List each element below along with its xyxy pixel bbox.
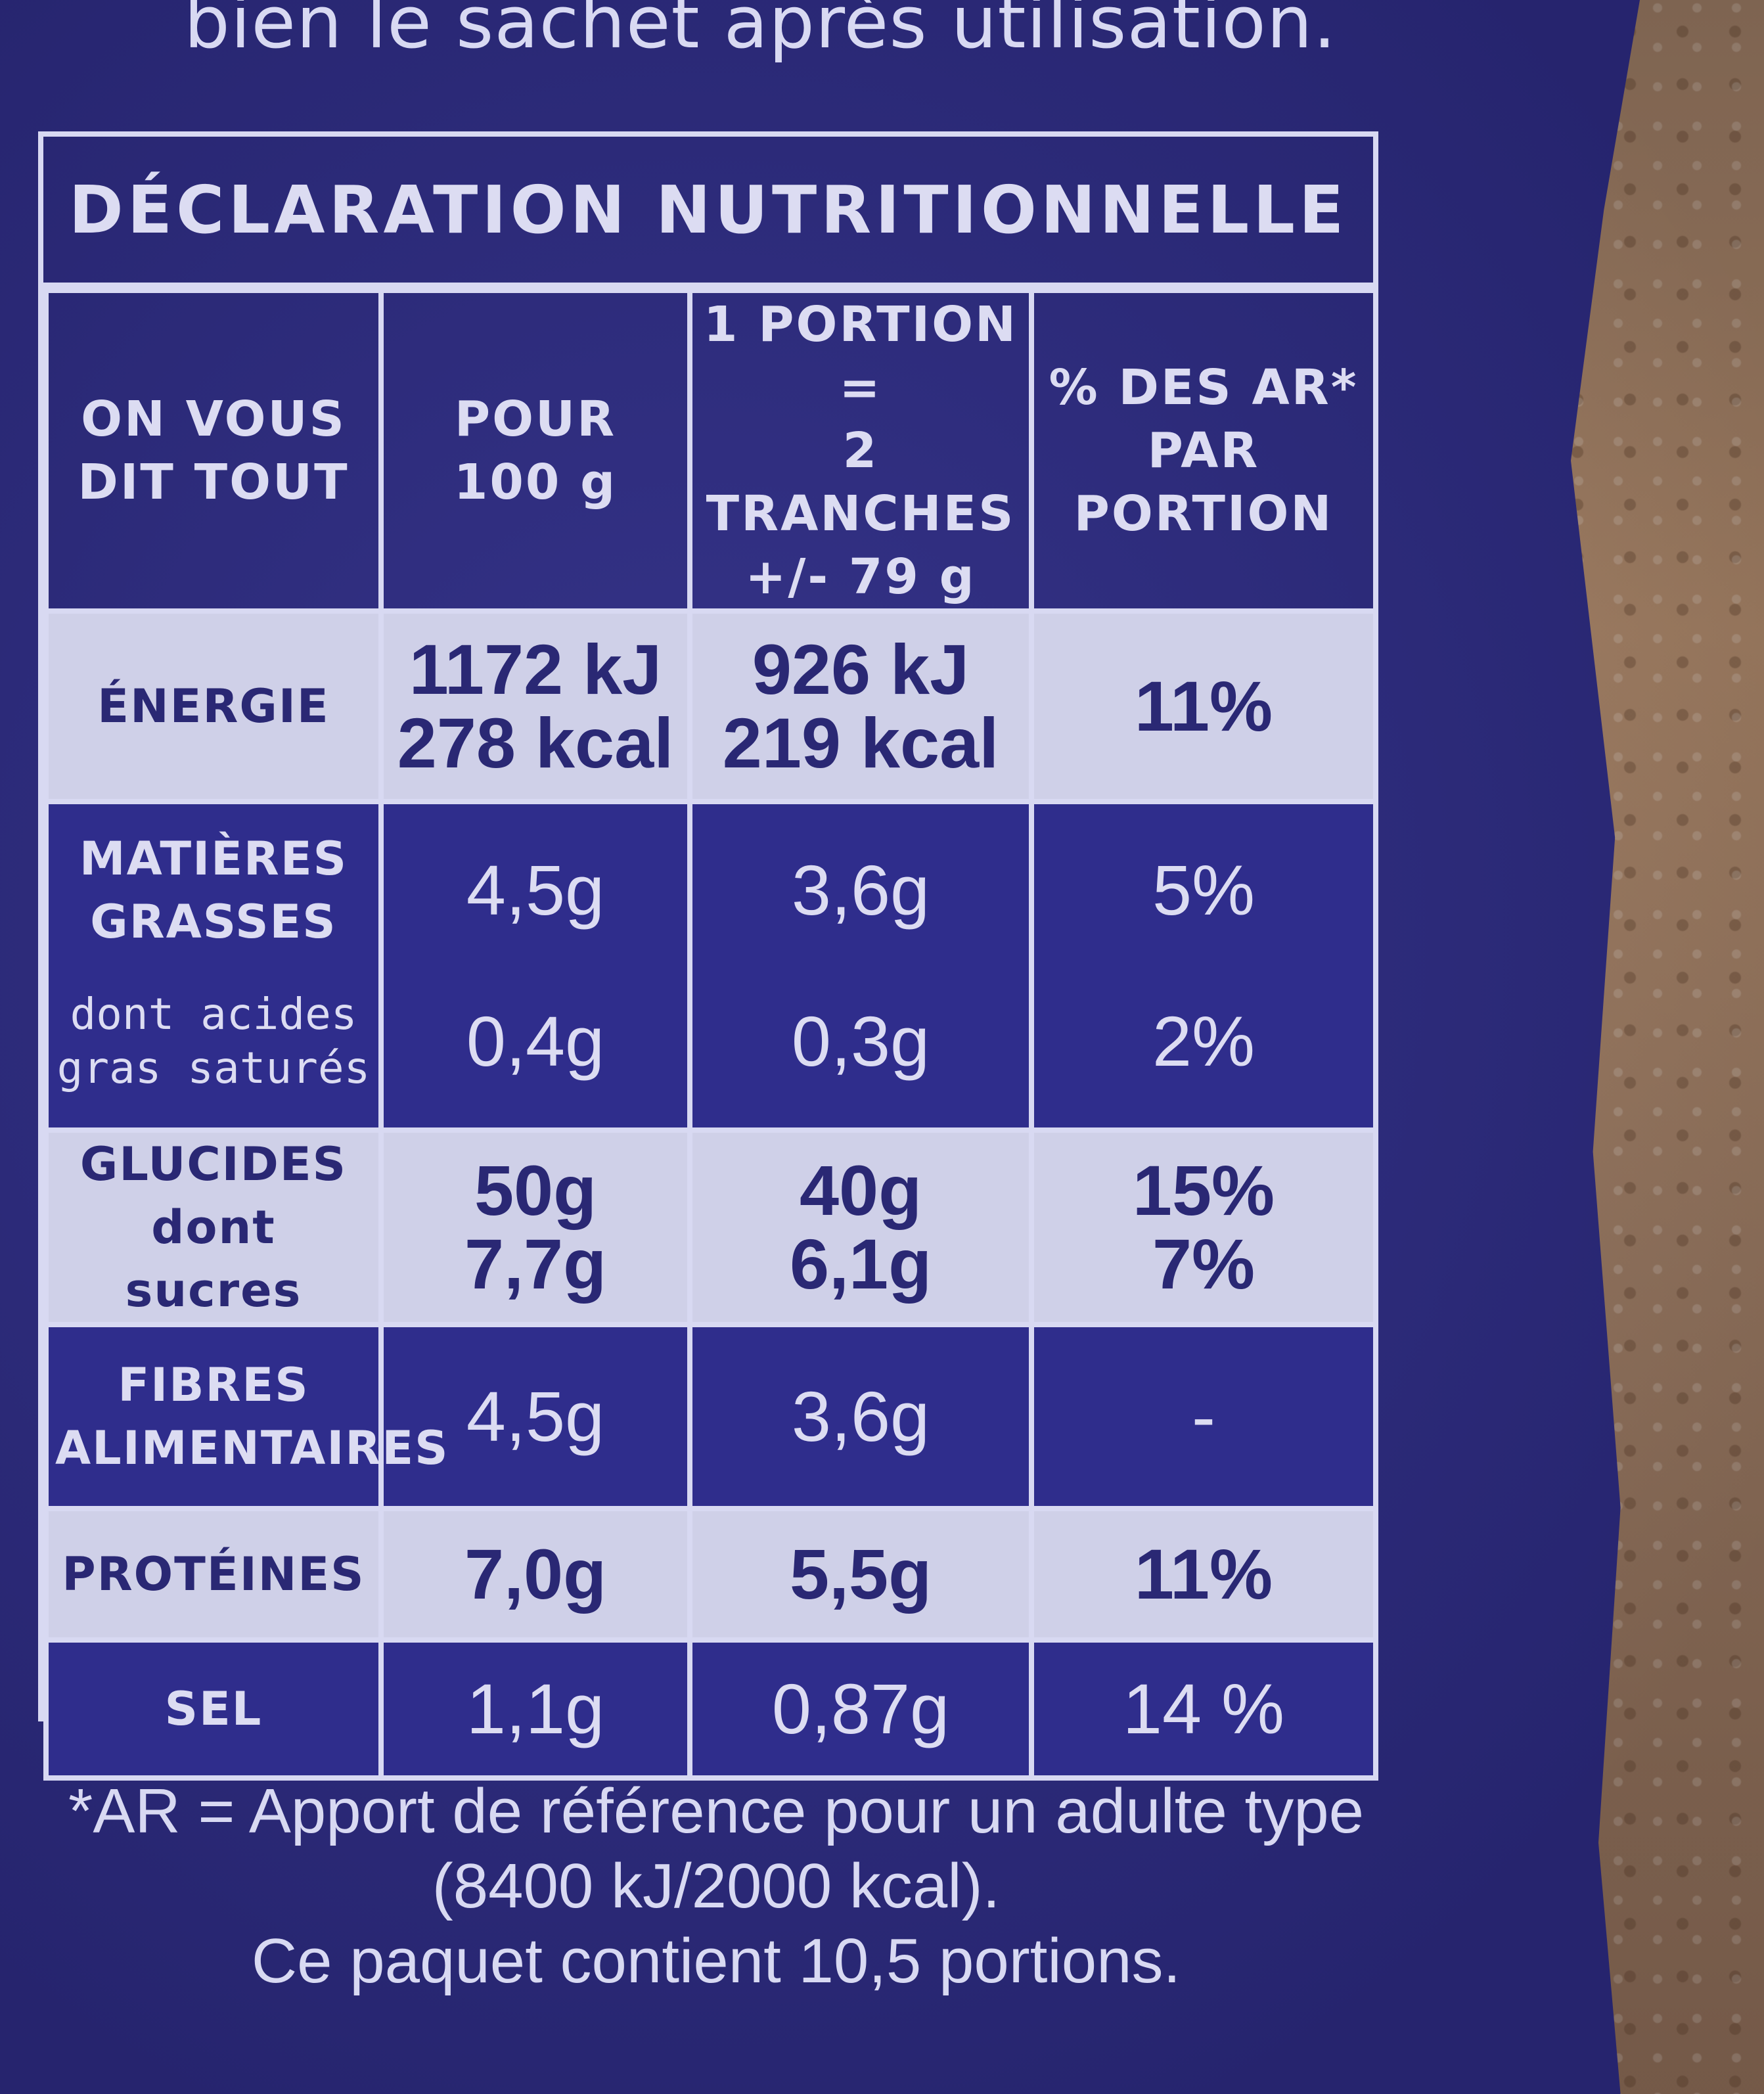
fiber-ar: - [1192,1377,1215,1456]
protein-ar-cell: 11% [1029,1506,1378,1643]
protein-label: PROTÉINES [62,1547,365,1601]
nutrition-panel: DÉCLARATION NUTRITIONNELLE ON VOUS DIT T… [38,131,1378,1781]
energy-per100-kj: 1172 kJ [409,629,662,709]
fiber-label-line1: FIBRES [118,1358,309,1412]
col-header-portion: 1 PORTION = 2 TRANCHES +/- 79 g [687,288,1034,614]
fat-label-line2: GRASSES [90,895,337,949]
fiber-ar-cell: - [1029,1322,1378,1511]
sat-fat-label-line1: dont acides [70,989,357,1039]
carbs-portion-cell: 40g 6,1g [687,1127,1034,1327]
fat-label-cell: MATIÈRES GRASSES dont acides gras saturé… [43,799,384,1133]
salt-per100: 1,1g [466,1669,605,1748]
fiber-label-cell: FIBRES ALIMENTAIRES [43,1322,449,1511]
sugars-label: dont sucres [125,1200,302,1317]
salt-row: SEL 1,1g 0,87g 14 % [43,1637,1378,1781]
header-row: ON VOUS DIT TOUT POUR 100 g 1 PORTION = … [43,288,1378,614]
energy-portion-kcal: 219 kcal [722,703,999,783]
carbs-ar-cell: 15% 7% [1029,1127,1378,1327]
panel-title: DÉCLARATION NUTRITIONNELLE [68,171,1348,248]
fiber-label-line2: ALIMENTAIRES [55,1421,449,1475]
energy-per100-kcal: 278 kcal [397,703,674,783]
sat-fat-ar: 2% [1152,1001,1255,1081]
protein-per100-cell: 7,0g [378,1506,692,1643]
col-header-ar: % DES AR* PAR PORTION [1029,288,1378,614]
carbs-per100: 50g [474,1150,597,1230]
protein-row: PROTÉINES 7,0g 5,5g 11% [43,1506,1378,1643]
fiber-portion: 3,6g [791,1377,930,1456]
energy-ar: 11% [1134,666,1273,746]
bread-slice-background [1571,0,1764,2094]
energy-label-cell: ÉNERGIE [43,608,384,804]
protein-portion: 5,5g [789,1534,932,1614]
energy-label: ÉNERGIE [97,679,330,733]
col-header-label: ON VOUS DIT TOUT [43,288,384,614]
salt-ar-cell: 14 % [1029,1637,1378,1781]
header-text: bien le sachet après utilisation. [184,0,1337,64]
col-header-per100: POUR 100 g [378,288,692,614]
fiber-row: FIBRES ALIMENTAIRES 4,5g 3,6g - [43,1322,1378,1511]
sat-fat-label-line2: gras saturés [57,1043,371,1093]
sugars-portion: 6,1g [789,1224,932,1304]
fat-per100-cell: 4,5g 0,4g [378,799,692,1133]
fat-portion: 3,6g [791,850,930,930]
salt-per100-cell: 1,1g [378,1637,692,1781]
protein-ar: 11% [1134,1534,1273,1614]
sugars-per100: 7,7g [464,1224,607,1304]
fiber-per100-cell: 4,5g [378,1322,692,1511]
energy-per100-cell: 1172 kJ 278 kcal [378,608,692,804]
nutrition-table: ON VOUS DIT TOUT POUR 100 g 1 PORTION = … [43,288,1378,1781]
sat-fat-per100: 0,4g [466,1001,605,1081]
footnote: *AR = Apport de référence pour un adulte… [46,1774,1386,1999]
salt-label-cell: SEL [43,1637,384,1781]
fiber-portion-cell: 3,6g [687,1322,1034,1511]
salt-portion-cell: 0,87g [687,1637,1034,1781]
salt-ar: 14 % [1122,1669,1285,1748]
salt-label: SEL [164,1682,263,1736]
protein-per100: 7,0g [464,1534,607,1614]
fat-label-line1: MATIÈRES [79,832,348,886]
panel-title-bar: DÉCLARATION NUTRITIONNELLE [43,137,1373,288]
footnote-line1: *AR = Apport de référence pour un adulte… [68,1776,1364,1846]
carbs-per100-cell: 50g 7,7g [378,1127,692,1327]
carbs-label: GLUCIDES [79,1137,348,1191]
energy-portion-kj: 926 kJ [752,629,970,709]
energy-ar-cell: 11% [1029,608,1378,804]
protein-portion-cell: 5,5g [687,1506,1034,1643]
carbs-portion: 40g [799,1150,922,1230]
fat-ar-cell: 5% 2% [1029,799,1378,1133]
carbs-label-cell: GLUCIDES dont sucres [43,1127,384,1327]
sat-fat-portion: 0,3g [791,1001,930,1081]
fat-row: MATIÈRES GRASSES dont acides gras saturé… [43,799,1378,1133]
energy-row: ÉNERGIE 1172 kJ 278 kcal 926 kJ 219 kcal… [43,608,1378,804]
footnote-line2: (8400 kJ/2000 kcal). [432,1851,1001,1921]
carbs-row: GLUCIDES dont sucres 50g 7,7g 40g 6,1g 1… [43,1127,1378,1327]
sugars-ar: 7% [1152,1224,1255,1304]
energy-portion-cell: 926 kJ 219 kcal [687,608,1034,804]
fat-portion-cell: 3,6g 0,3g [687,799,1034,1133]
footnote-line3: Ce paquet contient 10,5 portions. [251,1926,1181,1996]
carbs-ar: 15% [1132,1150,1275,1230]
protein-label-cell: PROTÉINES [43,1506,384,1643]
fat-ar: 5% [1152,850,1255,930]
salt-portion: 0,87g [771,1669,950,1748]
fiber-per100: 4,5g [466,1377,605,1456]
fat-per100: 4,5g [466,850,605,930]
